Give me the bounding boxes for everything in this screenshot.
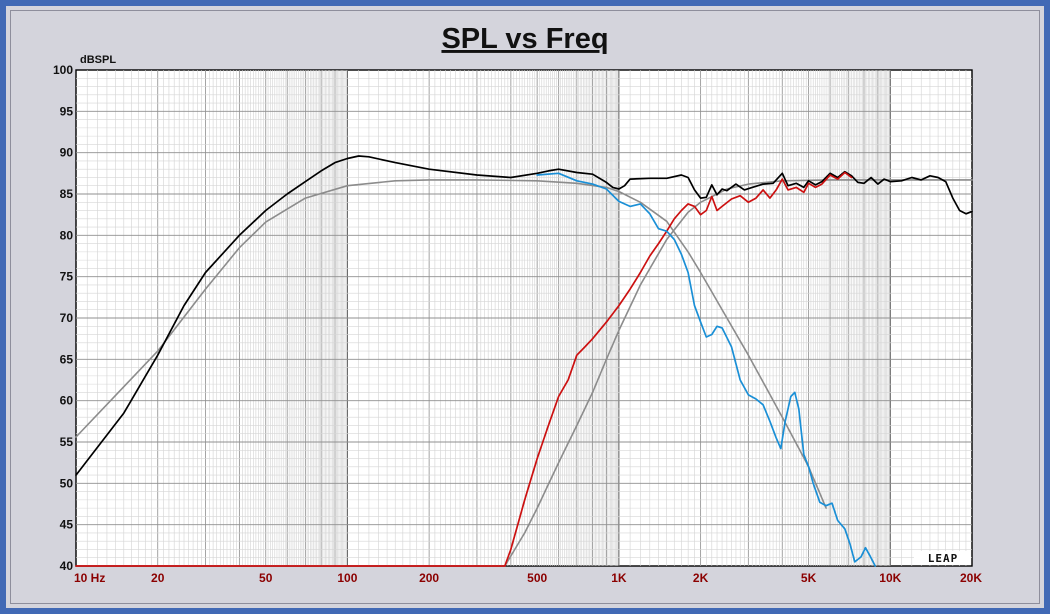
- y-tick-label: 100: [53, 63, 73, 77]
- y-tick-label: 45: [60, 518, 74, 532]
- x-tick-label: 1K: [611, 571, 627, 585]
- x-tick-label: 50: [259, 571, 273, 585]
- y-tick-label: 80: [60, 228, 74, 242]
- y-tick-label: 60: [60, 394, 74, 408]
- y-tick-label: 55: [60, 435, 74, 449]
- y-tick-label: 90: [60, 146, 74, 160]
- chart-title: SPL vs Freq: [441, 23, 608, 55]
- x-tick-labels: 10 Hz 20 50 100 200 500 1K 2K 5K 10K 20K: [74, 571, 982, 585]
- y-tick-label: 95: [60, 104, 74, 118]
- x-tick-label: 10 Hz: [74, 571, 105, 585]
- x-tick-label: 20K: [960, 571, 982, 585]
- grid-lines: [76, 70, 972, 566]
- leap-logo: LEAP: [928, 552, 959, 565]
- chart-inner-border: [10, 10, 1040, 604]
- x-tick-label: 20: [151, 571, 165, 585]
- series-line-target-lowpass: [75, 179, 827, 509]
- x-tick-label: 200: [419, 571, 439, 585]
- series-line-tweeter: [75, 171, 853, 567]
- x-tick-label: 10K: [879, 571, 901, 585]
- y-tick-label: 65: [60, 352, 74, 366]
- y-tick-label: 85: [60, 187, 74, 201]
- x-tick-label: 2K: [693, 571, 709, 585]
- series-lines: [75, 155, 973, 567]
- series-line-system-sum: [75, 155, 973, 476]
- y-tick-label: 70: [60, 311, 74, 325]
- y-tick-label: 40: [60, 559, 74, 573]
- series-line-target-highpass: [504, 179, 973, 567]
- y-tick-label: 50: [60, 476, 74, 490]
- x-tick-label: 100: [337, 571, 357, 585]
- series-line-woofer: [536, 172, 877, 567]
- x-tick-label: 500: [527, 571, 547, 585]
- y-tick-labels: 100 95 90 85 80 75 70 65 60 55 50 45 40: [53, 63, 73, 573]
- watermark-box: [914, 551, 971, 565]
- y-tick-label: 75: [60, 270, 74, 284]
- x-tick-label: 5K: [801, 571, 817, 585]
- y-axis-label: dBSPL: [80, 54, 116, 66]
